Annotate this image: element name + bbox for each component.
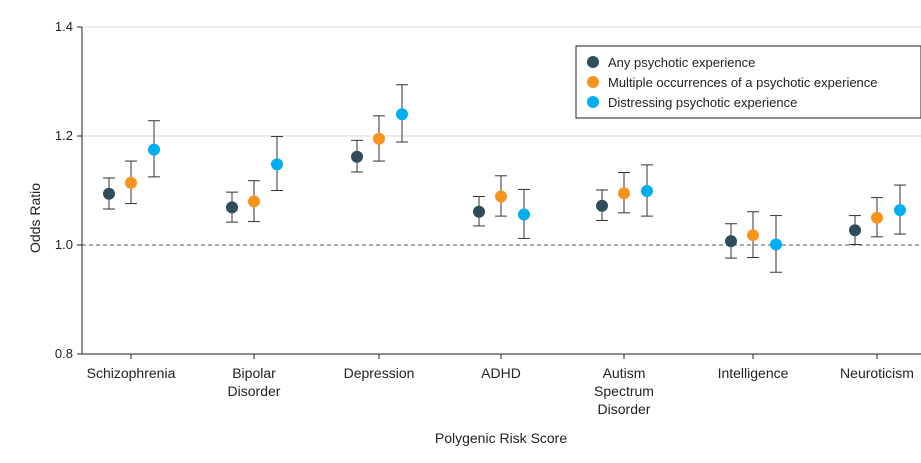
data-point (473, 205, 485, 218)
legend-marker (587, 76, 599, 88)
x-tick-label: Schizophrenia (87, 365, 176, 381)
data-point (226, 201, 238, 214)
data-point (770, 238, 782, 251)
y-axis-label: Odds Ratio (27, 183, 43, 253)
y-tick-label: 1.0 (55, 237, 73, 252)
data-point (351, 150, 363, 163)
data-point (849, 224, 861, 237)
legend-label: Multiple occurrences of a psychotic expe… (608, 75, 878, 90)
x-tick-label: Depression (344, 365, 415, 381)
legend-label: Distressing psychotic experience (608, 95, 797, 110)
data-point (871, 211, 883, 224)
x-tick-label: Bipolar (232, 365, 276, 381)
legend-marker (587, 96, 599, 108)
x-axis-label: Polygenic Risk Score (435, 430, 567, 446)
y-tick-label: 0.8 (55, 346, 73, 361)
data-point (618, 187, 630, 200)
data-point (103, 187, 115, 200)
y-tick-label: 1.2 (55, 128, 73, 143)
data-point (641, 185, 653, 198)
x-tick-label: Autism (603, 365, 646, 381)
data-point (125, 176, 137, 189)
x-tick-label: Neuroticism (840, 365, 914, 381)
x-tick-label: Spectrum (594, 383, 654, 399)
legend-marker (587, 56, 599, 68)
data-point (396, 108, 408, 121)
legend-label: Any psychotic experience (608, 55, 755, 70)
x-tick-label: Intelligence (718, 365, 789, 381)
legend: Any psychotic experience Multiple occurre… (575, 45, 921, 119)
data-point (248, 195, 260, 208)
data-point (894, 204, 906, 217)
x-tick-label: Disorder (228, 383, 281, 399)
data-point (148, 143, 160, 156)
data-point (495, 190, 507, 203)
x-tick-label: Disorder (598, 401, 651, 417)
data-point (725, 235, 737, 248)
data-point (518, 208, 530, 221)
y-tick-label: 1.4 (55, 19, 73, 34)
gridlines (82, 26, 921, 137)
data-points (103, 84, 906, 273)
data-point (596, 199, 608, 212)
data-point (373, 132, 385, 145)
data-point (747, 229, 759, 242)
legend-box (575, 45, 921, 119)
x-tick-label: ADHD (481, 365, 521, 381)
axes: 0.8 1.0 1.2 1.4 Schizophrenia Bipolar Disorder… (55, 19, 921, 417)
data-point (271, 158, 283, 171)
